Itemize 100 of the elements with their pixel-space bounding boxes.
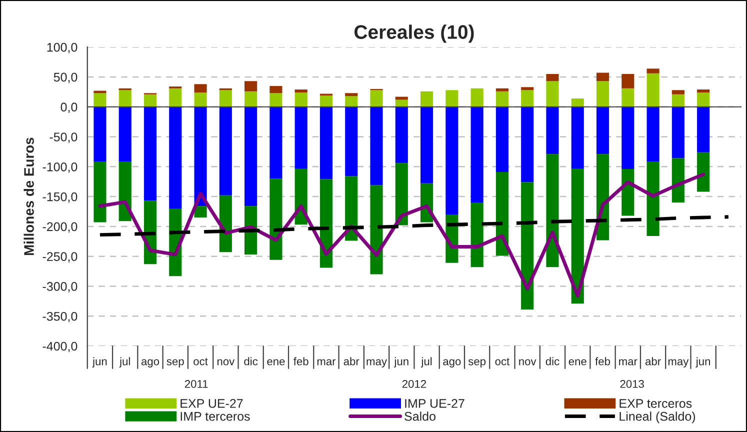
legend-label: EXP UE-27 — [180, 399, 243, 408]
x-tick-label: ago — [141, 359, 160, 368]
x-tick-label: nov — [217, 359, 235, 366]
bar — [219, 90, 232, 107]
x-tick-label: abr — [344, 357, 360, 366]
x-tick-label: sep — [166, 359, 184, 368]
bar — [270, 178, 282, 260]
bar — [370, 90, 383, 107]
bar — [622, 106, 634, 170]
legend-label: IMP terceros — [180, 412, 250, 421]
legend-label: Lineal (Saldo) — [620, 412, 696, 424]
bar — [320, 96, 333, 107]
legend-label: Saldo — [404, 412, 436, 421]
bar — [546, 106, 559, 154]
bar — [446, 106, 458, 214]
bar — [270, 86, 282, 94]
bar — [94, 93, 106, 107]
bar — [672, 94, 684, 107]
bar — [270, 93, 282, 107]
y-tick-label: -400,0 — [42, 342, 78, 352]
bar — [345, 93, 358, 96]
line-series — [98, 215, 730, 237]
x-tick-label: ene — [267, 359, 285, 366]
bar — [646, 106, 660, 162]
x-tick-label: oct — [194, 358, 208, 366]
y-tick-label: -100,0 — [42, 162, 78, 173]
bar — [697, 152, 710, 192]
bar — [470, 88, 484, 107]
bar — [697, 106, 710, 152]
bar — [345, 96, 358, 107]
x-tick-label: sep — [468, 359, 486, 368]
y-tick-label: 50,0 — [54, 72, 78, 84]
bar — [470, 106, 484, 203]
bar — [496, 88, 508, 92]
bar — [596, 81, 610, 107]
bar — [622, 74, 634, 88]
bar — [244, 81, 258, 92]
legend-label: IMP UE-27 — [405, 399, 464, 408]
bar — [94, 106, 106, 162]
bar — [496, 91, 508, 107]
x-tick-label: dic — [244, 357, 258, 366]
bar — [672, 90, 684, 94]
bar — [596, 106, 610, 154]
x-tick-label: nov — [519, 359, 536, 366]
bar — [420, 91, 434, 107]
x-tick-label: dic — [546, 357, 560, 366]
bar — [521, 182, 534, 310]
bar — [420, 106, 434, 184]
x-tick-label: oct — [495, 358, 510, 366]
bar — [244, 91, 258, 107]
x-tick-label: may — [668, 359, 689, 368]
bar — [194, 92, 207, 107]
bar — [646, 162, 660, 236]
bar — [118, 106, 132, 162]
y-tick-label: 100,0 — [47, 42, 78, 54]
x-tick-label: jun — [92, 357, 107, 368]
x-tick-label: mar — [317, 359, 336, 366]
bar — [345, 106, 358, 176]
bar — [395, 96, 408, 100]
bar — [294, 90, 308, 93]
bar — [571, 98, 584, 107]
x-tick-label: abr — [645, 357, 661, 366]
bar — [571, 106, 584, 168]
x-tick-label: may — [366, 359, 387, 368]
bar — [470, 202, 484, 268]
bar — [521, 87, 534, 90]
bar — [521, 90, 534, 107]
bar — [446, 90, 458, 107]
bar — [521, 106, 534, 182]
x-tick-label: mar — [619, 359, 638, 366]
y-tick-label: -350,0 — [42, 312, 78, 322]
x-tick-label: jul — [119, 357, 130, 368]
bar — [395, 100, 408, 107]
x-tick-label: jun — [394, 357, 408, 368]
x-tick-label: feb — [595, 357, 610, 366]
bar — [118, 162, 132, 222]
text: 2013 — [620, 380, 644, 388]
x-tick-label: ene — [568, 359, 586, 366]
bar — [94, 90, 106, 94]
bar — [194, 106, 207, 206]
bar — [370, 185, 383, 274]
bar — [219, 106, 232, 196]
y-tick-label: -50,0 — [50, 132, 78, 143]
bar — [697, 90, 710, 93]
bar — [270, 106, 282, 179]
bar — [571, 168, 584, 304]
bar — [546, 74, 559, 82]
x-tick-label: jul — [420, 357, 432, 368]
bar — [294, 106, 308, 168]
x-tick-label: feb — [294, 357, 308, 366]
legend-label: EXP terceros — [620, 399, 692, 408]
y-tick-label: 0,0 — [60, 102, 78, 114]
bar — [320, 106, 333, 180]
bar — [194, 84, 207, 93]
bar — [622, 169, 634, 216]
bar — [496, 106, 508, 172]
y-tick-label: -200,0 — [42, 222, 78, 233]
x-tick-label: jun — [696, 357, 710, 368]
bar — [646, 73, 660, 107]
bar — [672, 106, 684, 158]
